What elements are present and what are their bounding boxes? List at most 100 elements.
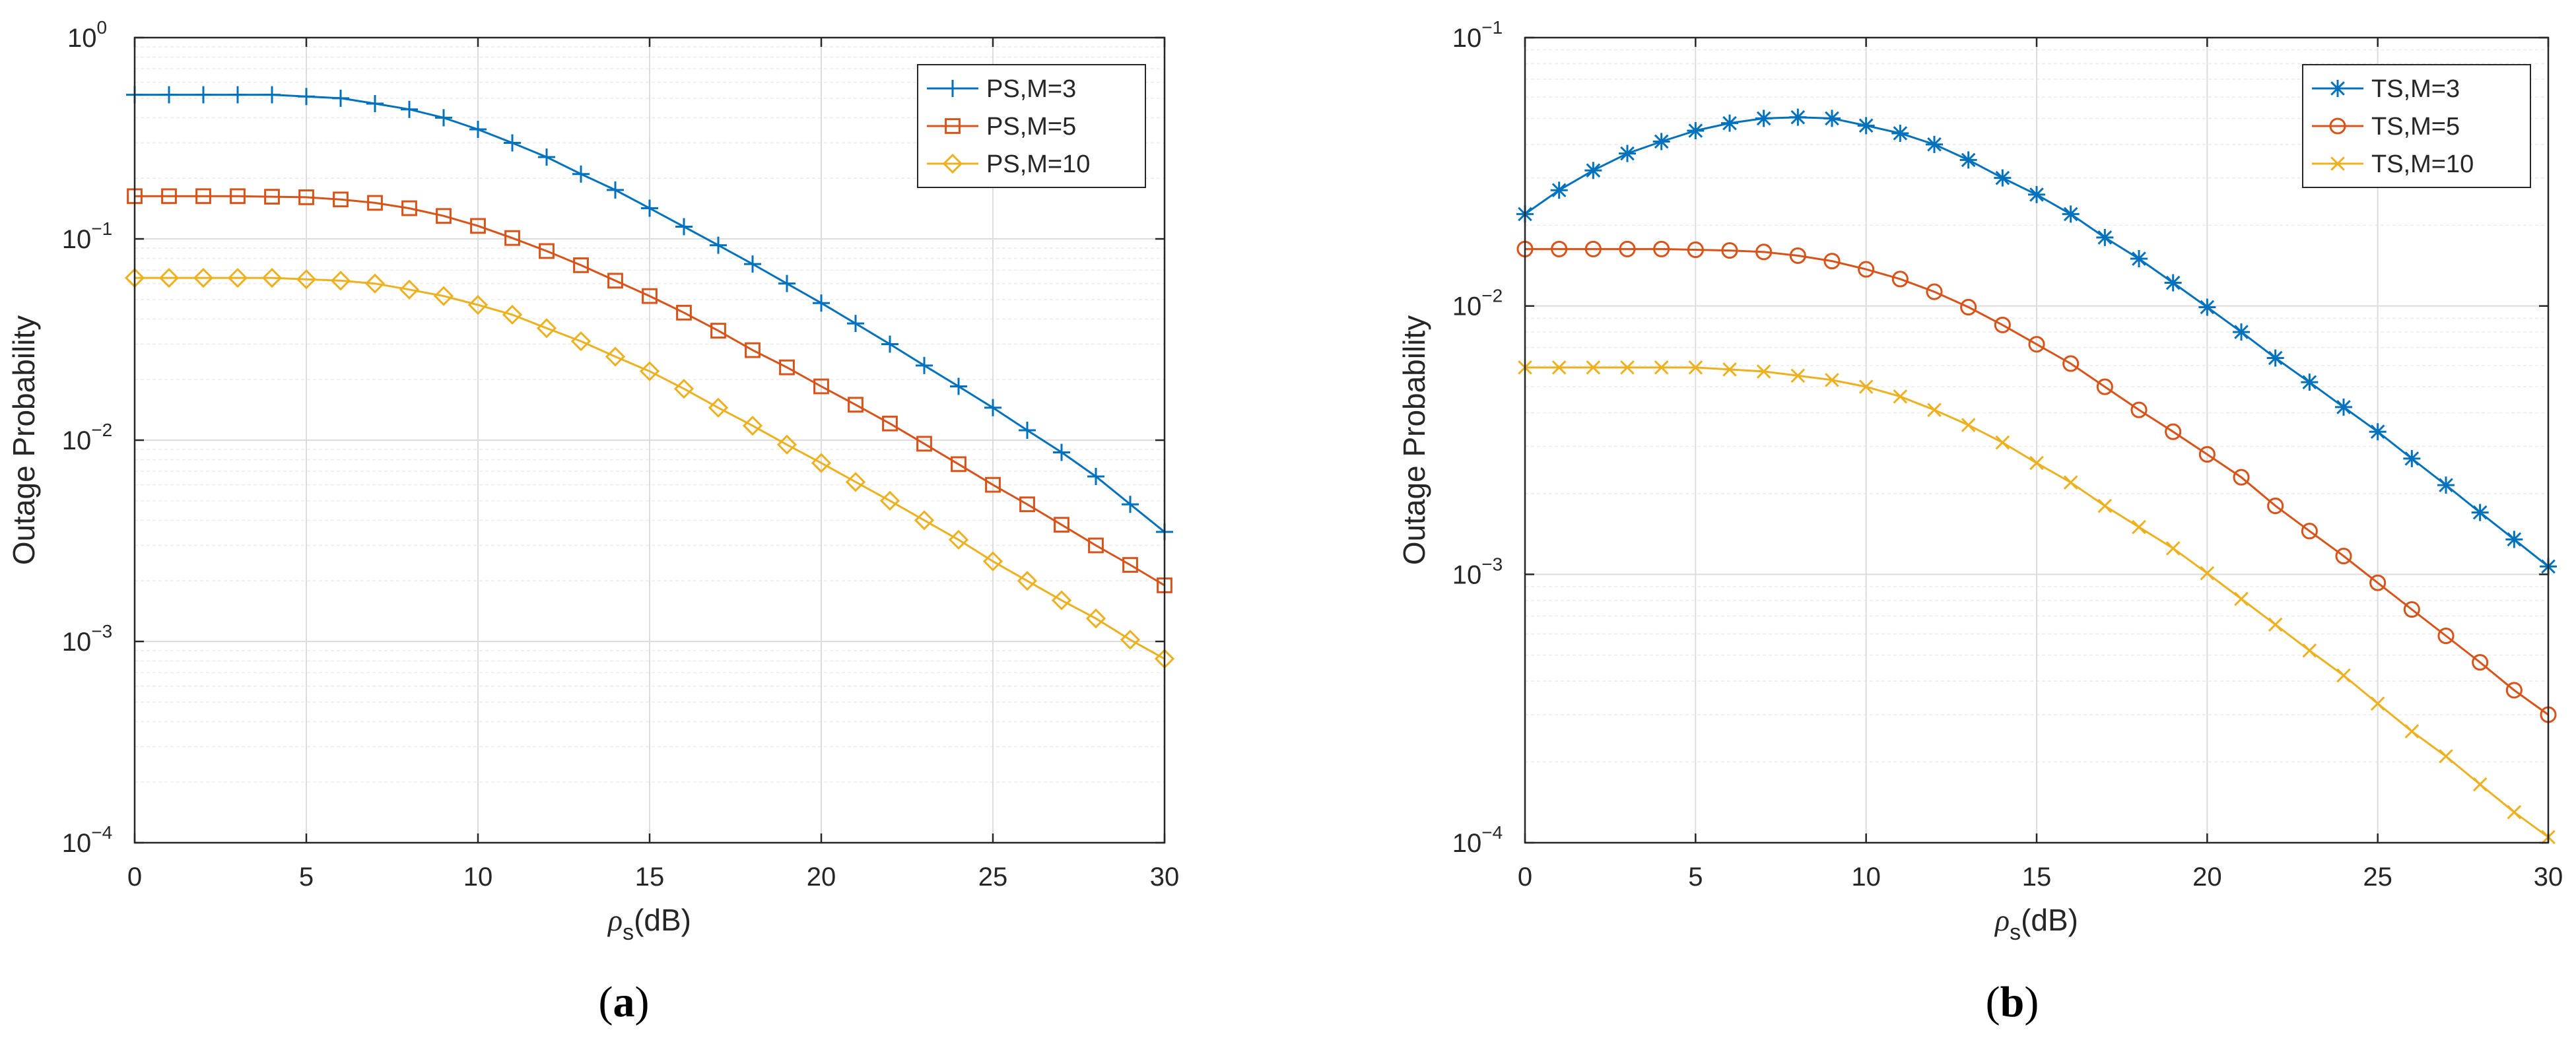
data-point-marker [2198, 445, 2216, 463]
data-point-marker [2302, 643, 2317, 658]
data-point-marker [1087, 468, 1104, 486]
data-point-marker [1053, 443, 1070, 461]
data-point-marker [229, 86, 246, 104]
data-point-marker [330, 271, 351, 291]
x-tick-label: 0 [127, 863, 142, 892]
data-point-marker [264, 189, 280, 205]
legend-entry: TS,M=3 [2312, 75, 2460, 103]
data-point-marker [401, 100, 418, 118]
data-point-marker [1051, 590, 1072, 610]
data-point-marker [2132, 519, 2146, 535]
data-point-marker [504, 230, 520, 246]
data-point-marker [985, 476, 1001, 493]
y-axis-label: Outage Probability [1397, 315, 1431, 565]
data-point-marker [1652, 133, 1670, 150]
legend-label: TS,M=10 [2371, 150, 2474, 178]
data-point-marker [2267, 497, 2284, 515]
data-point-marker [572, 165, 590, 183]
data-point-marker [2439, 749, 2453, 764]
y-axis-label: Outage Probability [7, 315, 41, 565]
data-point-marker [1586, 360, 1601, 375]
y-tick-label: 10−4 [62, 822, 112, 858]
panel-b-outage-chart: 0 5 10 15 20 25 30 10−1 10−2 10−3 10−4 ρs(dB) Outage… [1397, 17, 2563, 1026]
x-tick-label: 30 [1150, 863, 1180, 892]
data-point-marker [2028, 336, 2045, 353]
data-point-marker [2233, 469, 2250, 486]
data-point-marker [2507, 804, 2522, 820]
data-point-marker [1893, 389, 1908, 404]
data-point-marker [1823, 110, 1841, 127]
data-point-marker [1926, 135, 1943, 153]
data-point-marker [1017, 571, 1038, 591]
data-point-marker [2437, 627, 2455, 645]
data-point-marker [2165, 423, 2182, 440]
x-tick-label: 15 [2022, 863, 2052, 892]
data-point-marker [2234, 591, 2249, 606]
y-tick-label: 10−4 [1452, 822, 1503, 858]
data-point-marker [2096, 228, 2114, 246]
data-point-marker [435, 109, 452, 127]
data-point-marker [536, 318, 557, 339]
legend-label: PS,M=5 [986, 113, 1076, 141]
y-tick-label: 10−2 [62, 420, 112, 455]
data-point-marker [710, 323, 726, 339]
data-point-marker [1891, 124, 1909, 142]
data-point-marker [367, 195, 383, 211]
legend-entry: TS,M=5 [2312, 113, 2460, 141]
data-point-marker [2403, 601, 2420, 618]
data-point-marker [2029, 455, 2044, 471]
data-point-marker [2472, 654, 2489, 671]
data-point-marker [813, 378, 829, 395]
data-point-marker [879, 490, 900, 511]
data-point-marker [673, 379, 695, 399]
data-point-marker [1755, 110, 1773, 127]
data-point-marker [916, 356, 933, 374]
data-point-marker [1054, 517, 1069, 533]
x-tick-label: 5 [299, 863, 314, 892]
data-point-marker [1961, 418, 1976, 432]
data-point-marker [364, 273, 386, 294]
data-point-marker [639, 361, 660, 381]
data-point-marker [1120, 630, 1141, 650]
data-point-marker [433, 286, 454, 306]
data-point-marker [1790, 368, 1806, 383]
data-point-marker [607, 273, 623, 289]
data-point-marker [2130, 250, 2148, 268]
data-point-marker [916, 436, 932, 452]
series-ps-m-3 [126, 86, 1173, 541]
series-ts-m-5 [1516, 240, 2557, 723]
data-point-marker [2062, 205, 2080, 223]
x-tick-label: 10 [1851, 863, 1881, 892]
data-point-marker [161, 188, 177, 205]
data-point-marker [2301, 523, 2318, 540]
x-tick-label: 25 [2363, 863, 2392, 892]
data-point-marker [1825, 372, 1839, 387]
data-point-marker [1654, 360, 1669, 375]
data-point-marker [1858, 261, 1875, 278]
data-point-marker [742, 415, 763, 436]
data-point-marker [469, 121, 487, 139]
data-point-marker [676, 304, 692, 321]
data-point-marker [2505, 682, 2523, 699]
data-point-marker [227, 267, 248, 288]
series-ts-m-10 [1518, 360, 2556, 845]
data-point-marker [504, 134, 521, 152]
data-point-marker [607, 181, 624, 199]
data-point-marker [776, 434, 797, 455]
data-point-marker [538, 148, 555, 166]
series-line [135, 195, 1165, 587]
data-point-marker [951, 456, 966, 473]
x-tick-label: 10 [463, 863, 493, 892]
legend: PS,M=3 PS,M=5 PS,M=10 [917, 64, 1146, 188]
data-point-marker [2369, 574, 2387, 591]
data-point-marker [779, 359, 795, 375]
data-point-marker [1926, 283, 1943, 300]
data-point-marker [193, 267, 214, 288]
legend-label: TS,M=3 [2371, 75, 2460, 103]
data-point-marker [2369, 423, 2387, 441]
data-point-marker [1722, 362, 1737, 377]
data-point-marker [399, 279, 420, 300]
data-point-marker [1789, 247, 1806, 264]
data-point-marker [1823, 253, 1841, 270]
data-point-marker [710, 236, 727, 254]
